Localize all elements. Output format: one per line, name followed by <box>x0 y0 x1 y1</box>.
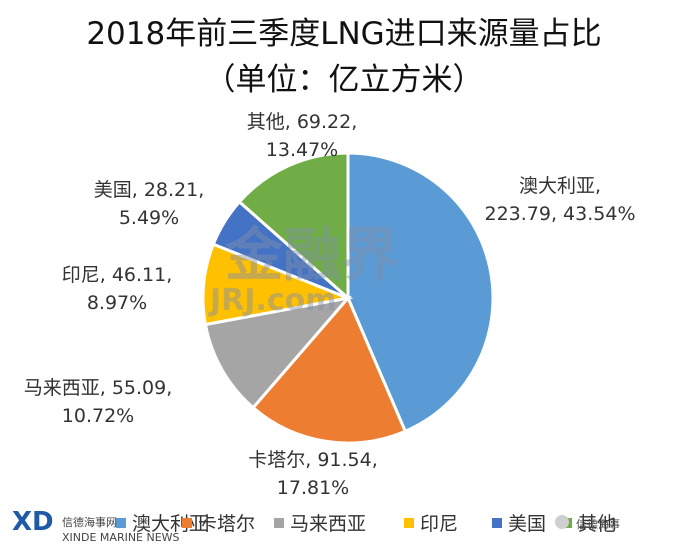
legend-label-malaysia: 马来西亚 <box>290 513 366 535</box>
wechat-name: 信德海事 <box>576 517 620 531</box>
data-label-indonesia-name: 印尼, 46.11, <box>62 264 173 286</box>
legend-swatch-australia <box>116 518 126 528</box>
logo-mark: XD <box>12 507 54 537</box>
data-label-australia-name: 澳大利亚, <box>519 175 601 197</box>
data-label-qatar-percent: 17.81% <box>277 477 349 499</box>
watermark-en: JRJ.com <box>208 283 336 318</box>
legend-swatch-indonesia <box>404 518 414 528</box>
watermark-cn: 金融界 <box>225 221 399 289</box>
data-label-other-percent: 13.47% <box>266 139 338 161</box>
data-label-malaysia-percent: 10.72% <box>62 405 134 427</box>
wechat-icon <box>555 515 569 529</box>
logo-subtext: XINDE MARINE NEWS <box>62 531 180 544</box>
data-label-usa-percent: 5.49% <box>119 207 179 229</box>
data-label-indonesia-percent: 8.97% <box>87 292 147 314</box>
legend-label-qatar: 卡塔尔 <box>198 513 255 535</box>
data-label-australia-percent: 223.79, 43.54% <box>484 203 635 225</box>
legend-label-indonesia: 印尼 <box>420 513 458 535</box>
data-label-usa-name: 美国, 28.21, <box>94 179 205 201</box>
data-label-other-name: 其他, 69.22, <box>247 111 358 133</box>
data-label-qatar-name: 卡塔尔, 91.54, <box>248 449 378 471</box>
legend-swatch-malaysia <box>274 518 284 528</box>
legend-swatch-usa <box>492 518 502 528</box>
pie-chart: 金融界 JRJ.com 澳大利亚, 223.79, 43.54% 卡塔尔, 91.5… <box>0 0 688 550</box>
legend-label-usa: 美国 <box>508 513 546 535</box>
logo-text: 信德海事网 <box>62 515 117 529</box>
legend-swatch-qatar <box>182 518 192 528</box>
data-label-malaysia-name: 马来西亚, 55.09, <box>24 377 173 399</box>
